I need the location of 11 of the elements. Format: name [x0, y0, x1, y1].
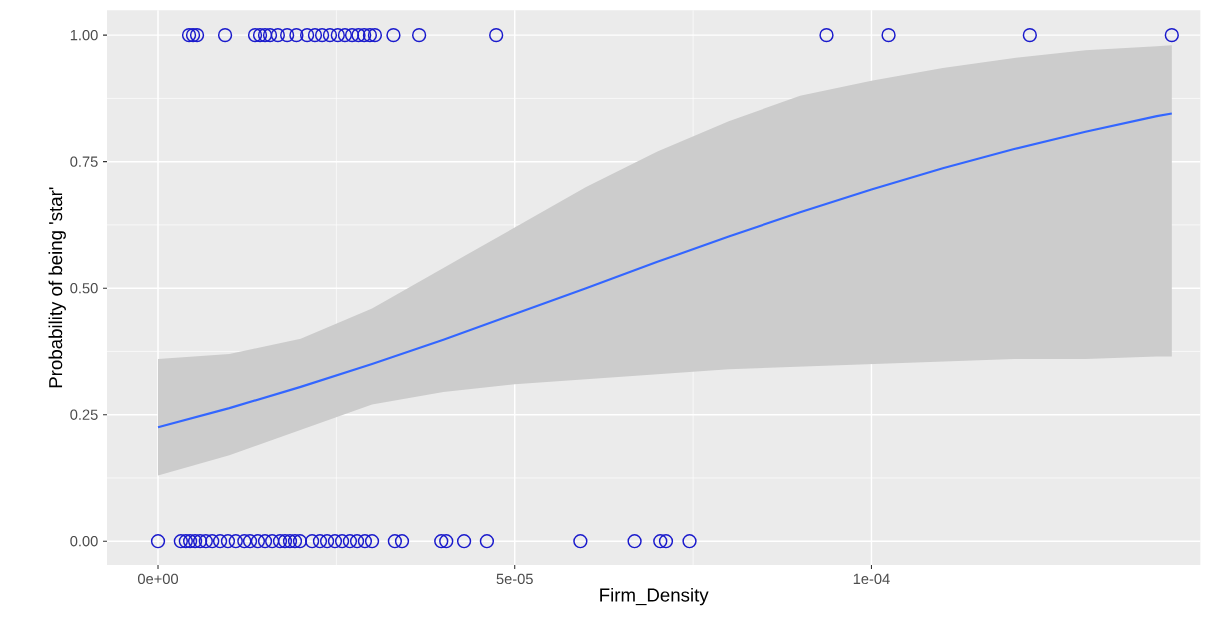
x-axis-title: Firm_Density	[600, 587, 709, 606]
y-tick-label: 0.50	[70, 282, 98, 294]
y-axis-title: Probability of being 'star'	[48, 187, 66, 388]
y-tick-label: 0.00	[70, 536, 98, 547]
x-tick-label: 1e-04	[853, 573, 890, 585]
y-tick-label: 0.25	[70, 409, 98, 420]
x-tick-label: 5e-05	[496, 573, 533, 585]
y-tick-label: 0.75	[70, 156, 98, 167]
line-series	[156, 112, 1173, 429]
x-tick-label: 0e+00	[137, 573, 179, 585]
y-tick-label: 1.00	[70, 29, 98, 41]
